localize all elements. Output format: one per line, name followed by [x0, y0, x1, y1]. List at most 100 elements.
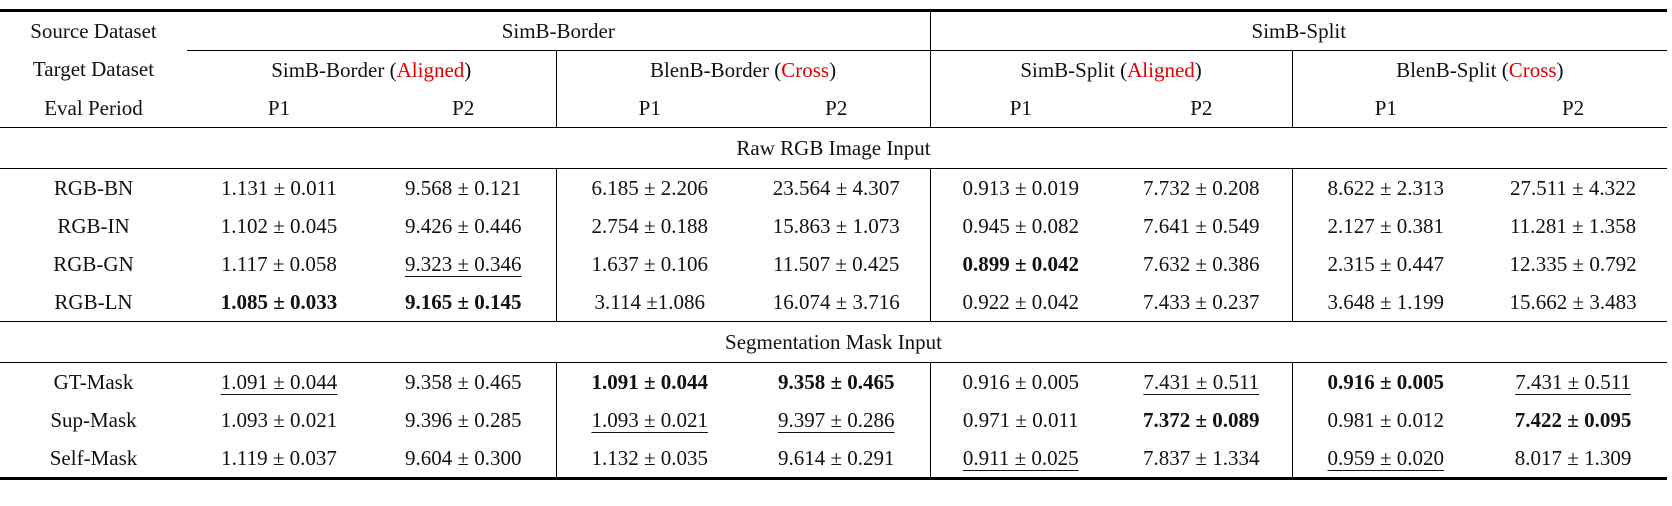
- result-cell: 9.426 ± 0.446: [371, 207, 557, 245]
- target-dataset-header: SimB-Split (Aligned): [930, 50, 1293, 89]
- result-cell: 0.971 ± 0.011: [930, 401, 1111, 439]
- eval-period-header: P1: [556, 89, 743, 128]
- result-cell: 1.093 ± 0.021: [556, 401, 743, 439]
- target-dataset-header: BlenB-Border (Cross): [556, 50, 931, 89]
- method-name: GT-Mask: [53, 369, 134, 394]
- result-cell: 1.091 ± 0.044: [187, 363, 371, 402]
- result-value: 7.431 ± 0.511: [1143, 369, 1260, 394]
- target-name: SimB-Border: [271, 57, 385, 82]
- eval-period-header: P1: [1292, 89, 1480, 128]
- result-value: 1.091 ± 0.044: [591, 369, 709, 394]
- result-value: 9.323 ± 0.346: [404, 251, 522, 276]
- result-value: 9.426 ± 0.446: [404, 213, 522, 238]
- result-value: 1.085 ± 0.033: [220, 289, 338, 314]
- result-cell: 7.431 ± 0.511: [1479, 363, 1667, 402]
- results-table: Source Dataset SimB-Border SimB-Split Targe…: [0, 9, 1668, 480]
- result-cell: 1.085 ± 0.033: [187, 283, 371, 322]
- result-cell: 0.916 ± 0.005: [930, 363, 1111, 402]
- table-row: RGB-IN 1.102 ± 0.045 9.426 ± 0.446 2.754 ± …: [0, 207, 1667, 245]
- eval-period-header: P1: [930, 89, 1112, 128]
- result-cell: 9.614 ± 0.291: [743, 439, 931, 480]
- result-cell: 3.648 ± 1.199: [1292, 283, 1480, 322]
- result-value: 23.564 ± 4.307: [772, 175, 900, 200]
- method-name: Self-Mask: [0, 439, 187, 480]
- result-value: 1.637 ± 0.106: [591, 251, 709, 276]
- result-cell: 1.131 ± 0.011: [187, 169, 371, 208]
- result-value: 9.568 ± 0.121: [404, 175, 522, 200]
- result-value: 16.074 ± 3.716: [772, 289, 900, 314]
- source-dataset-header: SimB-Split: [930, 9, 1668, 51]
- source-dataset-header: SimB-Border: [187, 9, 931, 51]
- result-cell: 2.754 ± 0.188: [556, 207, 743, 245]
- result-cell: 7.372 ± 0.089: [1111, 401, 1293, 439]
- eval-period-label: Eval Period: [0, 89, 187, 128]
- table-row: Self-Mask 1.119 ± 0.037 9.604 ± 0.300 1.132…: [0, 439, 1668, 480]
- result-value: 9.604 ± 0.300: [404, 445, 522, 470]
- result-cell: 15.863 ± 1.073: [743, 207, 931, 245]
- result-value: 1.131 ± 0.011: [221, 175, 337, 200]
- table-row: Sup-Mask 1.093 ± 0.021 9.396 ± 0.285 1.093 …: [0, 401, 1667, 439]
- eval-period-header: P2: [1111, 89, 1293, 128]
- source-dataset-label: Source Dataset: [0, 9, 187, 51]
- result-cell: 7.641 ± 0.549: [1111, 207, 1293, 245]
- result-value: 7.837 ± 1.334: [1143, 445, 1260, 470]
- result-value: 7.732 ± 0.208: [1143, 175, 1260, 200]
- result-cell: 11.507 ± 0.425: [743, 245, 931, 283]
- result-cell: 7.433 ± 0.237: [1111, 283, 1293, 322]
- target-name: BlenB-Split: [1396, 57, 1497, 82]
- header-row-source: Source Dataset SimB-Border SimB-Split: [0, 9, 1668, 51]
- table-row: RGB-LN 1.085 ± 0.033 9.165 ± 0.145 3.114 ±1…: [0, 283, 1668, 322]
- result-cell: 15.662 ± 3.483: [1479, 283, 1668, 322]
- result-value: 6.185 ± 2.206: [591, 175, 709, 200]
- target-tag: Aligned: [396, 57, 465, 82]
- result-value: 0.959 ± 0.020: [1327, 445, 1445, 470]
- result-cell: 27.511 ± 4.322: [1479, 169, 1667, 208]
- result-cell: 9.396 ± 0.285: [371, 401, 557, 439]
- result-value: 9.396 ± 0.285: [404, 407, 522, 432]
- result-value: 8.017 ± 1.309: [1514, 445, 1632, 470]
- result-cell: 0.945 ± 0.082: [930, 207, 1111, 245]
- result-cell: 9.568 ± 0.121: [371, 168, 557, 207]
- target-name: BlenB-Border: [649, 57, 769, 82]
- result-cell: 7.632 ± 0.386: [1111, 245, 1293, 283]
- result-value: 8.622 ± 2.313: [1327, 175, 1445, 200]
- result-value: 7.372 ± 0.089: [1143, 407, 1260, 432]
- result-value: 0.945 ± 0.082: [962, 213, 1080, 238]
- result-cell: 9.604 ± 0.300: [371, 439, 557, 480]
- result-cell: 0.959 ± 0.020: [1292, 439, 1480, 480]
- result-value: 2.754 ± 0.188: [591, 213, 709, 238]
- result-cell: 7.732 ± 0.208: [1111, 168, 1293, 207]
- table-row: GT-Mask 1.091 ± 0.044 9.358 ± 0.465 1.091 ±…: [0, 362, 1667, 402]
- result-cell: 9.358 ± 0.465: [371, 362, 557, 401]
- result-cell: 12.335 ± 0.792: [1479, 245, 1667, 283]
- result-value: 9.358 ± 0.465: [404, 369, 522, 394]
- eval-period-header: P2: [1479, 89, 1668, 128]
- result-value: 0.899 ± 0.042: [962, 251, 1080, 276]
- result-cell: 9.358 ± 0.465: [743, 362, 931, 401]
- result-cell: 8.622 ± 2.313: [1292, 169, 1479, 208]
- result-value: 15.863 ± 1.073: [772, 213, 900, 238]
- target-tag: Cross: [1508, 57, 1557, 82]
- result-value: 7.422 ± 0.095: [1514, 407, 1632, 432]
- result-cell: 2.127 ± 0.381: [1292, 207, 1479, 245]
- header-row-target: Target Dataset SimB-Border (Aligned) BlenB…: [0, 50, 1667, 89]
- result-cell: 0.911 ± 0.025: [930, 439, 1112, 480]
- result-value: 0.922 ± 0.042: [962, 289, 1080, 314]
- result-cell: 1.102 ± 0.045: [187, 207, 371, 245]
- method-name: RGB-GN: [53, 251, 134, 276]
- result-value: 7.433 ± 0.237: [1143, 289, 1260, 314]
- result-cell: 7.837 ± 1.334: [1111, 439, 1293, 480]
- section-title: Raw RGB Image Input: [0, 127, 1668, 169]
- target-dataset-header: SimB-Border (Aligned): [187, 50, 557, 89]
- header-row-period: Eval Period P1 P2 P1 P2 P1 P2 P1 P2: [0, 89, 1668, 128]
- result-value: 1.091 ± 0.044: [220, 369, 338, 394]
- target-name: SimB-Split: [1020, 57, 1115, 82]
- result-value: 0.911 ± 0.025: [962, 445, 1079, 470]
- section-title: Segmentation Mask Input: [0, 321, 1668, 363]
- result-value: 3.648 ± 1.199: [1327, 289, 1445, 314]
- eval-period-header: P2: [743, 89, 931, 128]
- result-cell: 2.315 ± 0.447: [1292, 245, 1479, 283]
- table-row: RGB-GN 1.117 ± 0.058 9.323 ± 0.346 1.637 ± …: [0, 245, 1667, 283]
- result-cell: 0.916 ± 0.005: [1292, 363, 1479, 402]
- result-cell: 7.431 ± 0.511: [1111, 362, 1293, 401]
